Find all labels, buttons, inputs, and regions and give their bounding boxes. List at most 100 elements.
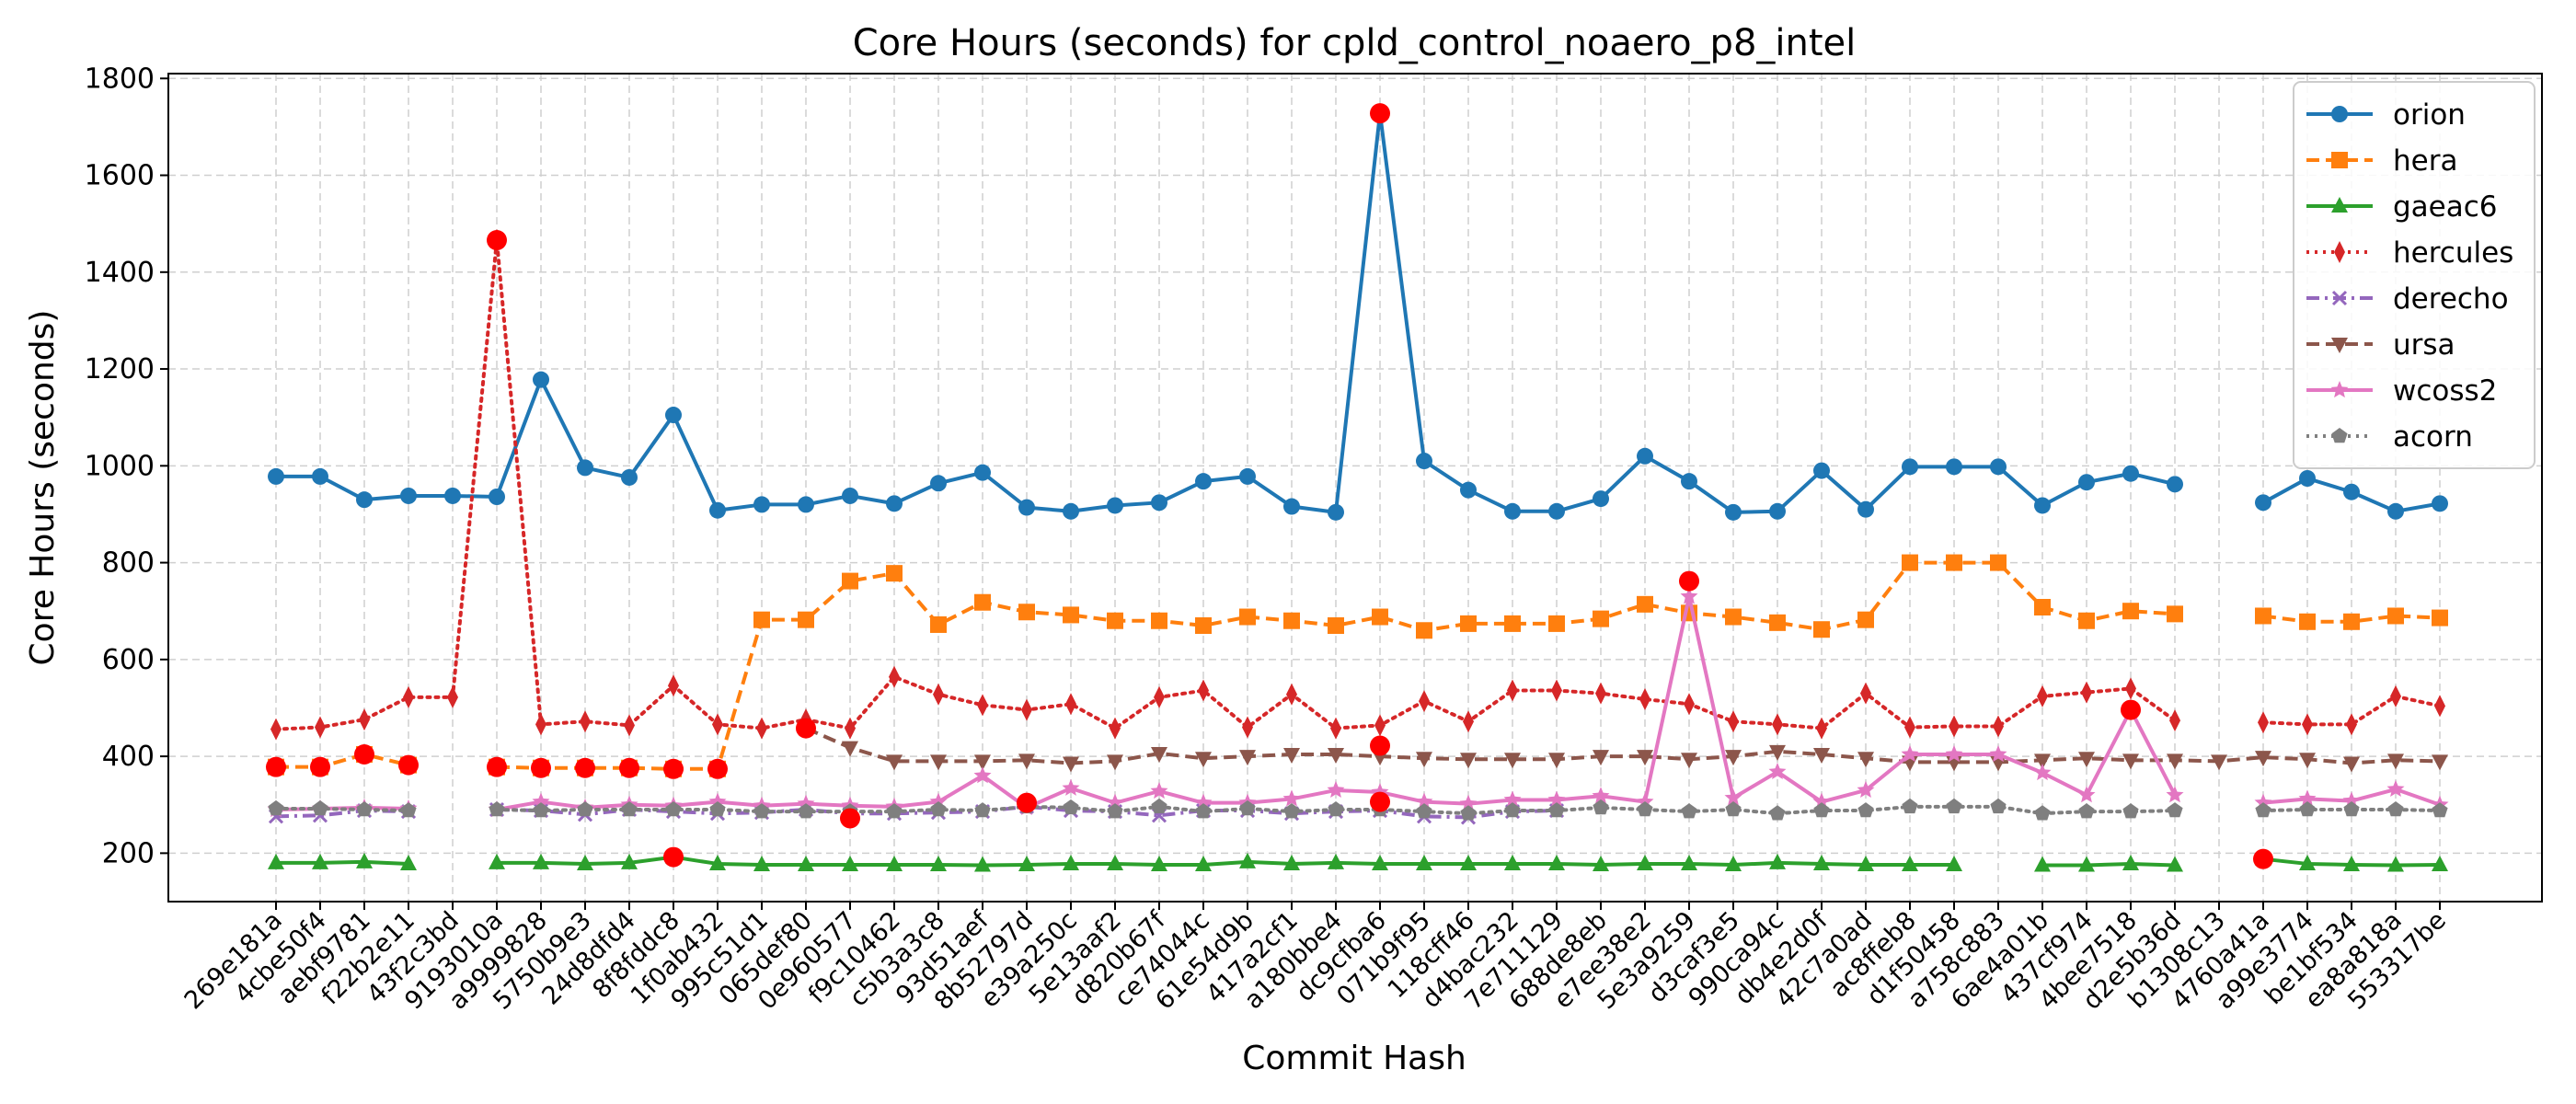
data-point xyxy=(1107,754,1123,771)
data-point xyxy=(1593,610,1609,627)
y-tick-label: 1200 xyxy=(85,353,155,385)
data-point xyxy=(1592,787,1610,804)
data-point xyxy=(1283,854,1300,870)
data-point xyxy=(930,615,947,633)
data-point xyxy=(1372,608,1388,626)
data-point xyxy=(2167,802,2183,818)
legend-marker xyxy=(2331,197,2348,213)
series-line xyxy=(276,111,2176,514)
data-point xyxy=(1813,748,1830,764)
data-point xyxy=(1195,803,1212,819)
highlight-point xyxy=(398,754,419,776)
data-point xyxy=(1195,473,1212,490)
data-point xyxy=(1857,856,1874,871)
data-point xyxy=(1460,854,1477,870)
data-point xyxy=(1065,693,1076,716)
data-point xyxy=(1107,612,1123,629)
data-point xyxy=(1328,617,1344,634)
data-point xyxy=(1857,611,1874,628)
data-point xyxy=(400,802,417,818)
data-point xyxy=(2167,856,2183,872)
data-point xyxy=(2125,677,2136,700)
highlight-point xyxy=(266,756,286,777)
data-point xyxy=(1460,753,1477,769)
highlight-point xyxy=(796,718,816,739)
data-point xyxy=(973,766,992,784)
data-point xyxy=(1154,685,1165,708)
legend-box xyxy=(2293,81,2536,469)
data-point xyxy=(1198,679,1209,702)
data-point xyxy=(1195,752,1212,768)
data-point xyxy=(1416,854,1432,870)
data-point xyxy=(665,801,682,817)
data-point xyxy=(1769,744,1786,761)
data-point xyxy=(1946,798,1962,814)
data-point xyxy=(1018,753,1035,770)
data-point xyxy=(1637,595,1653,613)
data-point xyxy=(2343,483,2360,500)
data-point xyxy=(1901,745,1919,763)
data-point xyxy=(798,611,814,628)
data-point xyxy=(2255,751,2271,767)
y-axis: 200 400 600 800 1000 1200 1400 1600 1800 xyxy=(85,63,168,869)
legend-marker xyxy=(2334,241,2345,263)
data-point xyxy=(974,593,991,611)
series-acorn xyxy=(268,798,2448,821)
data-point xyxy=(2034,599,2051,615)
y-tick-label: 600 xyxy=(102,644,155,676)
data-point xyxy=(930,801,947,817)
data-point xyxy=(1946,554,1962,571)
data-point xyxy=(753,496,770,513)
data-point xyxy=(2346,713,2357,736)
data-point xyxy=(930,856,947,871)
highlight-point xyxy=(840,808,860,829)
data-point xyxy=(753,856,770,871)
highlight-point xyxy=(663,846,684,868)
data-point xyxy=(1107,854,1123,870)
legend: orion hera gaeac6 hercules derecho ursa wcoss2… xyxy=(2293,81,2536,469)
data-point xyxy=(756,717,767,740)
series-hera xyxy=(268,554,2448,777)
y-tick-label: 1400 xyxy=(85,257,155,289)
highlight-point xyxy=(1370,791,1390,812)
legend-label: orion xyxy=(2393,98,2466,132)
data-point xyxy=(356,491,373,509)
series-line xyxy=(276,753,409,769)
data-point xyxy=(489,489,505,505)
data-point xyxy=(2299,801,2316,817)
legend-item-orion: orion xyxy=(2306,98,2466,132)
data-point xyxy=(1283,803,1300,819)
data-point xyxy=(2034,805,2051,821)
highlight-point xyxy=(531,757,551,778)
data-point xyxy=(2211,754,2227,771)
data-point xyxy=(1547,790,1566,808)
data-point xyxy=(1372,854,1388,870)
legend-marker xyxy=(2331,428,2348,443)
data-point xyxy=(1769,502,1786,520)
data-point xyxy=(1239,852,1256,868)
data-point xyxy=(1860,682,1871,705)
data-point xyxy=(580,710,591,733)
data-point xyxy=(621,853,638,869)
data-point xyxy=(1857,802,1874,818)
data-point xyxy=(270,718,282,741)
data-point xyxy=(400,487,417,504)
data-point xyxy=(1769,614,1786,631)
data-point xyxy=(1107,803,1123,819)
data-point xyxy=(933,683,944,706)
data-point xyxy=(624,714,635,737)
data-point xyxy=(1151,494,1167,512)
data-point xyxy=(2299,613,2316,630)
data-point xyxy=(889,665,900,688)
data-point xyxy=(1239,608,1256,626)
data-point xyxy=(1725,608,1742,626)
data-point xyxy=(1504,502,1521,520)
data-point xyxy=(1813,462,1830,479)
data-point xyxy=(312,467,328,485)
data-point xyxy=(886,495,903,512)
data-point xyxy=(2078,612,2095,629)
data-point xyxy=(2299,470,2316,487)
data-point xyxy=(2034,753,2051,770)
data-point xyxy=(2434,695,2445,718)
data-point xyxy=(1813,621,1830,638)
